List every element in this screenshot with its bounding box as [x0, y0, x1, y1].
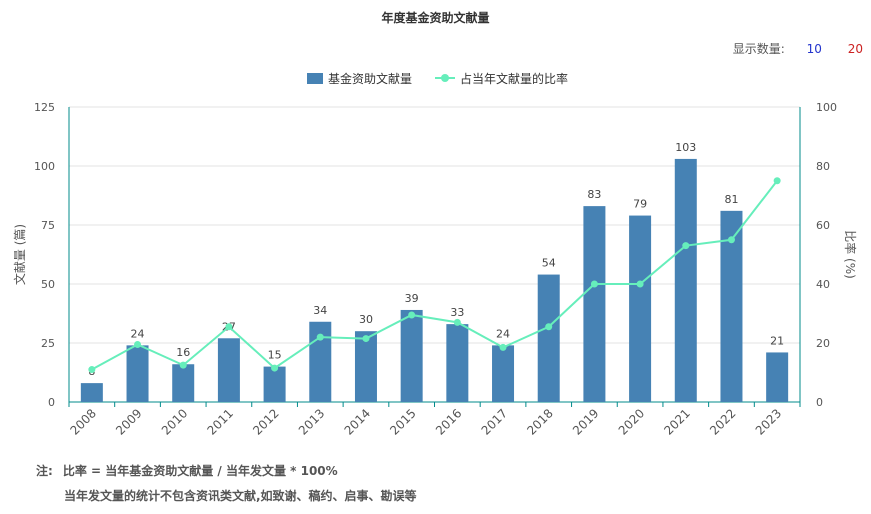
- x-tick-label: 2013: [296, 406, 327, 437]
- bar-value-label: 16: [176, 346, 190, 359]
- x-tick-label: 2009: [113, 406, 144, 437]
- x-tick-label: 2008: [67, 406, 98, 437]
- bar-2012: [263, 366, 286, 402]
- x-tick-label: 2011: [205, 406, 236, 437]
- x-tick-label: 2015: [387, 406, 418, 437]
- x-tick-label: 2021: [661, 406, 692, 437]
- y2-tick-label: 60: [816, 219, 830, 232]
- x-tick-label: 2012: [250, 406, 281, 437]
- footnotes: 注: 比率 = 当年基金资助文献量 / 当年发文量 * 100% 当年发文量的统计…: [36, 462, 417, 504]
- footnote-ratio-formula: 比率 = 当年基金资助文献量 / 当年发文量 * 100%: [62, 464, 338, 478]
- ratio-point-2022: [727, 236, 735, 244]
- ratio-point-2012: [271, 364, 279, 372]
- bar-2016: [446, 324, 469, 402]
- x-tick-label: 2010: [159, 406, 190, 437]
- bar-value-label: 54: [542, 257, 556, 270]
- ratio-point-2017: [499, 343, 507, 351]
- bar-value-label: 39: [405, 292, 419, 305]
- bar-value-label: 24: [131, 327, 145, 340]
- ratio-point-2009: [134, 340, 142, 348]
- bar-2011: [217, 338, 240, 402]
- legend-line-label: 占当年文献量的比率: [460, 71, 568, 86]
- bar-value-label: 79: [633, 198, 647, 211]
- bar-value-label: 33: [450, 306, 464, 319]
- bar-2020: [629, 215, 652, 402]
- y2-axis-title: 比率 (%): [843, 230, 858, 279]
- ratio-point-2016: [453, 318, 461, 326]
- y-tick-label: 125: [34, 101, 55, 114]
- display-count-control: 显示数量: 10 20: [733, 40, 863, 57]
- ratio-point-2018: [545, 323, 553, 331]
- footnote-line-1: 注: 比率 = 当年基金资助文献量 / 当年发文量 * 100%: [36, 462, 417, 479]
- bar-2018: [537, 274, 560, 402]
- y2-tick-label: 80: [816, 160, 830, 173]
- display-count-option-10[interactable]: 10: [806, 42, 822, 56]
- bar-2010: [172, 364, 195, 402]
- x-tick-label: 2020: [616, 406, 647, 437]
- y2-tick-label: 40: [816, 278, 830, 291]
- y-tick-label: 50: [41, 278, 55, 291]
- x-tick-label: 2022: [707, 406, 738, 437]
- ratio-point-2020: [636, 280, 644, 288]
- y-axis-title: 文献量 (篇): [12, 224, 27, 285]
- y-tick-label: 75: [41, 219, 55, 232]
- y2-tick-label: 0: [816, 396, 823, 409]
- legend-bar-label: 基金资助文献量: [328, 71, 412, 86]
- x-tick-label: 2018: [524, 406, 555, 437]
- y-tick-label: 100: [34, 160, 55, 173]
- bar-2015: [400, 309, 423, 402]
- legend-line-marker: [441, 74, 449, 82]
- x-tick-label: 2023: [753, 406, 784, 437]
- ratio-point-2011: [225, 323, 233, 331]
- bar-2019: [583, 206, 606, 402]
- bar-value-label: 34: [313, 304, 327, 317]
- y2-tick-label: 20: [816, 337, 830, 350]
- x-tick-label: 2016: [433, 406, 464, 437]
- y-tick-label: 0: [48, 396, 55, 409]
- ratio-point-2008: [88, 366, 96, 374]
- x-tick-label: 2019: [570, 406, 601, 437]
- ratio-point-2013: [316, 333, 324, 341]
- ratio-point-2023: [773, 177, 781, 185]
- ratio-point-2015: [408, 311, 416, 319]
- footnote-label: 注:: [36, 464, 53, 478]
- bar-2022: [720, 210, 743, 402]
- footnote-line-2: 当年发文量的统计不包含资讯类文献,如致谢、稿约、启事、勘误等: [64, 489, 417, 503]
- bar-value-label: 15: [268, 349, 282, 362]
- bar-value-label: 24: [496, 327, 510, 340]
- y2-tick-label: 100: [816, 101, 837, 114]
- x-tick-label: 2017: [479, 406, 510, 437]
- bar-value-label: 21: [770, 334, 784, 347]
- bar-2008: [80, 383, 103, 402]
- display-count-option-20[interactable]: 20: [847, 42, 863, 56]
- y-tick-label: 25: [41, 337, 55, 350]
- bar-value-label: 81: [724, 193, 738, 206]
- legend-bar-swatch: [307, 73, 323, 84]
- ratio-point-2021: [682, 242, 690, 250]
- bar-value-label: 83: [587, 188, 601, 201]
- ratio-point-2010: [179, 361, 187, 369]
- bar-2017: [492, 345, 515, 402]
- bar-value-label: 103: [675, 141, 696, 154]
- bar-2014: [354, 331, 377, 402]
- x-tick-label: 2014: [342, 406, 373, 437]
- bar-2023: [766, 352, 789, 402]
- bar-value-label: 30: [359, 313, 373, 326]
- ratio-point-2019: [590, 280, 598, 288]
- ratio-point-2014: [362, 335, 370, 343]
- ratio-line: [91, 180, 778, 371]
- chart-title: 年度基金资助文献量: [381, 11, 490, 25]
- bar-2009: [126, 345, 149, 402]
- display-count-label: 显示数量:: [732, 42, 785, 56]
- bar-2021: [674, 158, 697, 402]
